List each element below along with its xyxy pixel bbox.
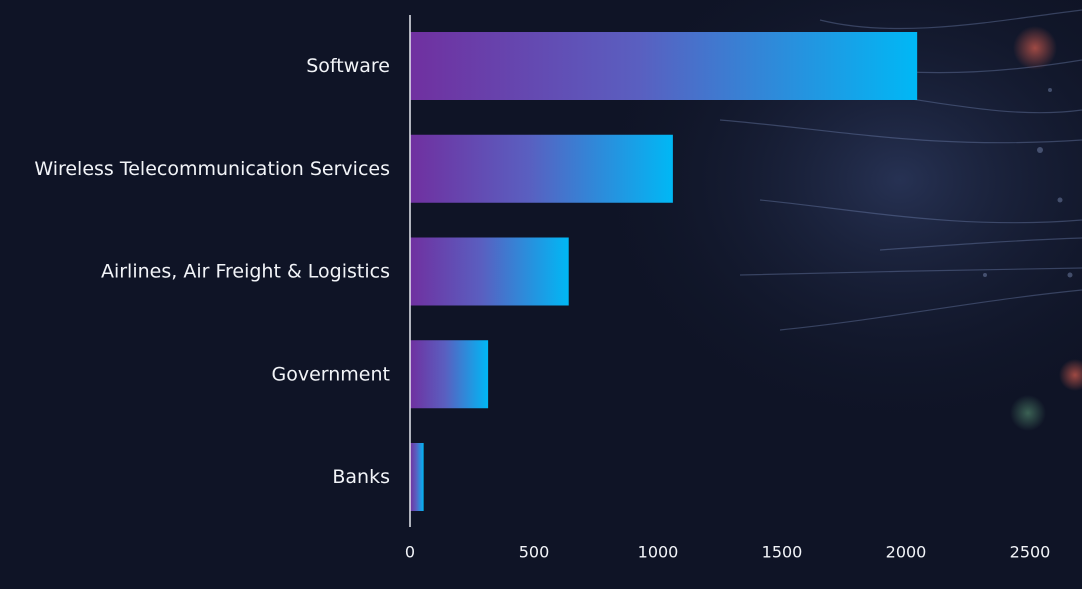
category-label: Wireless Telecommunication Services xyxy=(34,158,390,180)
category-label: Airlines, Air Freight & Logistics xyxy=(101,261,390,283)
x-tick-label: 0 xyxy=(405,543,415,562)
bar-wireless-telecommunication-services xyxy=(410,134,673,203)
category-labels: Software Wireless Telecommunication Servi… xyxy=(34,55,390,488)
category-label: Banks xyxy=(332,466,390,488)
x-axis-tick-labels: 0 500 1000 1500 2000 2500 xyxy=(405,543,1050,562)
category-label: Government xyxy=(272,363,391,385)
bar-software xyxy=(410,32,918,100)
category-label: Software xyxy=(306,55,390,77)
bar-banks xyxy=(410,443,424,511)
x-tick-label: 1000 xyxy=(638,543,679,562)
bar-airlines-air-freight-logistics xyxy=(410,237,569,306)
x-tick-label: 2500 xyxy=(1010,543,1051,562)
bar-government xyxy=(410,340,489,409)
bars-group xyxy=(410,32,918,511)
x-tick-label: 2000 xyxy=(886,543,927,562)
x-tick-label: 1500 xyxy=(762,543,803,562)
x-tick-label: 500 xyxy=(519,543,550,562)
